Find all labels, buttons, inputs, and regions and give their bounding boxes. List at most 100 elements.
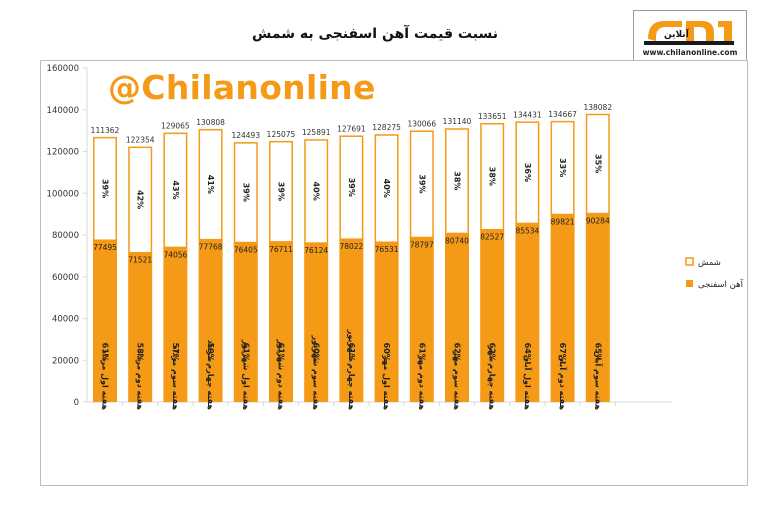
sponge-percent-label: 57%	[171, 343, 180, 362]
sponge-percent-label: 59%	[206, 343, 215, 362]
legend-label-sponge-iron: آهن اسفنجی	[698, 278, 744, 290]
legend-label-billet: شمش	[698, 258, 721, 268]
sponge-value-label: 76124	[304, 246, 328, 255]
sponge-value-label: 90284	[586, 217, 610, 226]
logo-url: www.chilanonline.com	[642, 48, 738, 57]
billet-percent-label: 36%	[523, 163, 532, 182]
billet-percent-label: 43%	[171, 180, 180, 199]
logo-small-text: آنلاین	[664, 28, 690, 40]
billet-percent-label: 38%	[488, 167, 497, 186]
billet-percent-label: 39%	[101, 179, 110, 198]
bar-sponge-iron	[515, 223, 540, 402]
sponge-percent-label: 61%	[277, 343, 286, 362]
bar-sponge-iron	[374, 242, 399, 402]
sponge-percent-label: 60%	[382, 343, 391, 362]
y-tick-label: 40000	[52, 315, 79, 325]
sponge-percent-label: 61%	[241, 343, 250, 362]
sponge-value-label: 80740	[445, 236, 469, 245]
bar-billet	[304, 139, 329, 244]
sponge-value-label: 76711	[269, 245, 293, 254]
y-tick-label: 60000	[52, 273, 79, 283]
x-category-label: هفته دوم مرداد	[136, 349, 145, 410]
x-category-label: هفته اول شهریور	[241, 339, 250, 411]
sponge-value-label: 85534	[515, 226, 539, 235]
bar-sponge-iron	[128, 252, 153, 402]
total-value-label: 122354	[126, 136, 155, 145]
chilan-logo-icon: آنلاین	[644, 21, 734, 45]
bar-sponge-iron	[233, 242, 258, 402]
x-category-label: هفته سوم آبان	[593, 351, 603, 411]
billet-percent-label: 39%	[241, 183, 250, 202]
billet-percent-label: 42%	[136, 190, 145, 209]
bar-sponge-iron	[198, 239, 223, 402]
y-tick-label: 140000	[47, 106, 79, 116]
chilan-logo: آنلاین www.chilanonline.com	[633, 10, 747, 64]
sponge-value-label: 77768	[199, 243, 223, 252]
sponge-value-label: 78797	[410, 241, 434, 250]
bar-sponge-iron	[585, 213, 610, 402]
total-value-label: 138082	[583, 103, 612, 112]
y-tick-label: 160000	[47, 64, 79, 74]
billet-percent-label: 41%	[206, 175, 215, 194]
total-value-label: 130808	[196, 118, 225, 127]
bar-sponge-iron	[304, 243, 329, 402]
x-category-label: هفته سوم شهریور	[312, 335, 321, 411]
sponge-percent-label: 61%	[101, 343, 110, 362]
x-category-label: هفته اول مرداد	[101, 349, 110, 410]
sponge-value-label: 71521	[128, 256, 152, 265]
x-category-label: هفته اول آبان	[523, 355, 533, 411]
billet-percent-label: 40%	[312, 182, 321, 201]
x-category-label: هفته چهارم مرداد	[206, 340, 215, 411]
sponge-value-label: 76405	[234, 246, 258, 255]
sponge-percent-label: 61%	[417, 343, 426, 362]
total-value-label: 131140	[443, 117, 472, 126]
x-category-label: هفته دوم شهریور	[277, 338, 286, 410]
billet-percent-label: 39%	[277, 182, 286, 201]
bar-sponge-iron	[409, 237, 434, 402]
y-tick-label: 80000	[52, 231, 79, 241]
sponge-value-label: 76531	[375, 245, 399, 254]
total-value-label: 124493	[231, 131, 260, 140]
sponge-percent-label: 65%	[593, 343, 602, 362]
bar-sponge-iron	[480, 229, 505, 402]
watermark: @Chilanonline	[108, 68, 376, 107]
sponge-value-label: 74056	[163, 250, 187, 259]
legend-swatch-billet	[685, 257, 694, 266]
total-value-label: 128275	[372, 123, 401, 132]
total-value-label: 125075	[267, 130, 296, 139]
billet-percent-label: 35%	[593, 154, 602, 173]
sponge-percent-label: 58%	[136, 343, 145, 362]
legend-swatch-sponge-iron	[686, 280, 693, 287]
billet-percent-label: 40%	[382, 179, 391, 198]
y-tick-label: 0	[74, 398, 79, 408]
sponge-percent-label: 61%	[347, 343, 356, 362]
bar-sponge-iron	[269, 241, 293, 402]
total-value-label: 133651	[478, 112, 507, 121]
billet-percent-label: 39%	[417, 174, 426, 193]
sponge-percent-label: 60%	[312, 343, 321, 362]
billet-percent-label: 39%	[347, 178, 356, 197]
sponge-value-label: 89821	[551, 217, 575, 226]
bar-sponge-iron	[445, 233, 469, 402]
y-tick-label: 100000	[47, 189, 79, 199]
total-value-label: 111362	[91, 126, 120, 135]
total-value-label: 134431	[513, 110, 542, 119]
sponge-percent-label: 64%	[523, 343, 532, 362]
sponge-value-label: 77495	[93, 243, 117, 252]
bar-sponge-iron	[550, 214, 575, 402]
chart-title: نسبت قیمت آهن اسفنجی به شمش	[252, 26, 498, 42]
x-category-label: هفته دوم مهر	[417, 354, 426, 411]
billet-percent-label: 33%	[558, 158, 567, 177]
total-value-label: 127691	[337, 124, 366, 133]
sponge-percent-label: 67%	[558, 343, 567, 362]
x-category-label: هفته سوم مهر	[453, 350, 462, 410]
total-value-label: 134667	[548, 110, 577, 119]
sponge-percent-label: 62%	[453, 343, 462, 362]
bar-sponge-iron	[163, 247, 188, 402]
y-tick-label: 120000	[47, 148, 79, 158]
x-category-label: هفته دوم آبان	[558, 354, 568, 410]
sponge-percent-label: 62%	[488, 343, 497, 362]
sponge-value-label: 82527	[480, 233, 504, 242]
x-category-label: هفته اول مهر	[382, 354, 391, 410]
